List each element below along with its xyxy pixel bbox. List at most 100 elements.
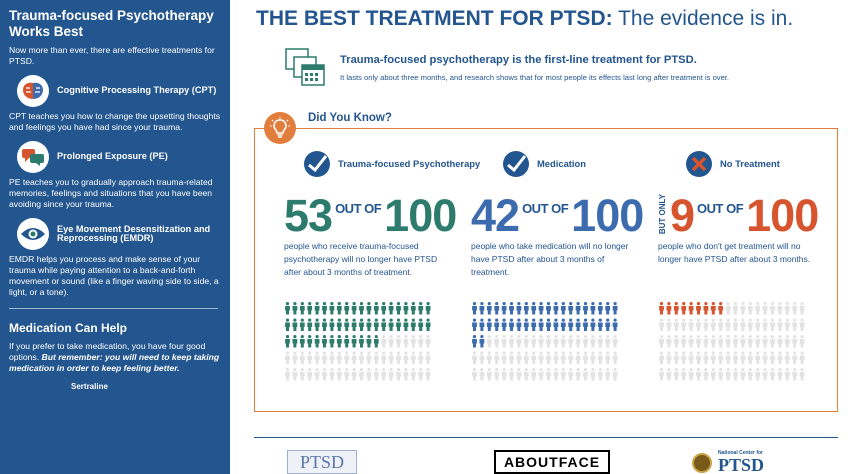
person-icon xyxy=(516,318,522,331)
person-icon xyxy=(486,368,492,381)
person-icon xyxy=(696,368,701,381)
person-icon xyxy=(425,302,431,315)
person-icon xyxy=(359,302,364,315)
person-icon xyxy=(314,351,320,364)
person-icon xyxy=(710,318,716,331)
therapy-name: Prolonged Exposure (PE) xyxy=(57,151,168,162)
person-icon xyxy=(784,335,790,348)
person-icon xyxy=(479,368,485,381)
person-icon xyxy=(396,302,401,315)
person-icon xyxy=(381,318,387,331)
person-icon xyxy=(770,351,775,364)
person-icon xyxy=(568,368,574,381)
medication-first-item: Sertraline xyxy=(71,382,108,391)
person-icon xyxy=(718,318,724,331)
person-icon xyxy=(710,302,716,315)
person-icon xyxy=(703,335,709,348)
column-label: No Treatment xyxy=(720,158,780,169)
person-icon xyxy=(479,351,485,364)
ptsd-logo: PTSD xyxy=(287,450,357,474)
person-icon xyxy=(381,335,387,348)
person-icon xyxy=(494,302,500,315)
person-icon xyxy=(590,318,596,331)
person-icon xyxy=(597,302,603,315)
person-icon xyxy=(762,302,768,315)
person-icon xyxy=(755,302,761,315)
person-icon xyxy=(777,335,783,348)
person-icon xyxy=(329,302,335,315)
person-icon xyxy=(410,335,416,348)
person-icon xyxy=(666,318,672,331)
person-icon xyxy=(696,318,701,331)
person-icon xyxy=(418,335,424,348)
column-text: people who take medication will no longe… xyxy=(471,241,629,277)
person-icon xyxy=(329,318,335,331)
person-icon xyxy=(351,318,357,331)
person-icon xyxy=(747,335,753,348)
person-icon xyxy=(696,302,701,315)
person-icon xyxy=(366,351,372,364)
person-icon xyxy=(351,368,357,381)
stat-value: 53 xyxy=(284,190,333,241)
person-icon xyxy=(740,318,746,331)
person-icon xyxy=(612,351,618,364)
person-icon xyxy=(486,351,492,364)
person-icon xyxy=(583,318,588,331)
person-icon xyxy=(590,302,596,315)
person-icon xyxy=(560,368,566,381)
person-icon xyxy=(777,351,783,364)
sidebar-title: Trauma-focused Psychotherapy Works Best xyxy=(9,8,214,39)
person-icon xyxy=(396,335,401,348)
stat-value: 9 xyxy=(670,190,695,241)
person-icon xyxy=(425,368,431,381)
person-icon xyxy=(523,351,529,364)
medication-text: If you prefer to take medication, you ha… xyxy=(9,341,222,374)
person-icon xyxy=(373,335,379,348)
person-icon xyxy=(285,302,290,315)
medication-title: Medication Can Help xyxy=(9,321,128,335)
person-icon xyxy=(285,368,290,381)
person-icon xyxy=(546,351,551,364)
person-icon xyxy=(366,335,372,348)
person-icon xyxy=(733,335,738,348)
person-icon xyxy=(336,302,342,315)
person-icon xyxy=(696,335,701,348)
person-icon xyxy=(314,368,320,381)
person-icon xyxy=(770,335,775,348)
person-icon xyxy=(322,351,327,364)
person-icon xyxy=(403,302,409,315)
person-icon xyxy=(373,368,379,381)
lightbulb-icon xyxy=(264,112,296,144)
person-icon xyxy=(359,351,364,364)
person-icon xyxy=(792,351,798,364)
stat-line: 53 OUT OF 100 xyxy=(284,188,480,238)
person-icon xyxy=(410,302,416,315)
person-icon xyxy=(292,351,298,364)
person-icon xyxy=(479,318,485,331)
person-icon xyxy=(740,335,746,348)
people-pictogram-medication xyxy=(472,302,618,381)
medication-text-emphasis: But remember: you will need to keep taki… xyxy=(9,352,220,373)
person-icon xyxy=(799,318,805,331)
person-icon xyxy=(509,318,514,331)
person-icon xyxy=(418,318,424,331)
person-icon xyxy=(784,318,790,331)
aboutface-logo: ABOUTFACE xyxy=(494,450,610,474)
person-icon xyxy=(359,335,364,348)
person-icon xyxy=(307,368,313,381)
person-icon xyxy=(612,335,618,348)
person-icon xyxy=(755,351,761,364)
person-icon xyxy=(501,351,507,364)
person-icon xyxy=(538,302,544,315)
person-icon xyxy=(516,335,522,348)
person-icon xyxy=(523,368,529,381)
person-icon xyxy=(509,351,514,364)
person-icon xyxy=(740,302,746,315)
person-icon xyxy=(703,302,709,315)
person-icon xyxy=(560,335,566,348)
person-icon xyxy=(381,351,387,364)
person-icon xyxy=(531,351,537,364)
person-icon xyxy=(710,351,716,364)
person-icon xyxy=(396,318,401,331)
person-icon xyxy=(516,302,522,315)
